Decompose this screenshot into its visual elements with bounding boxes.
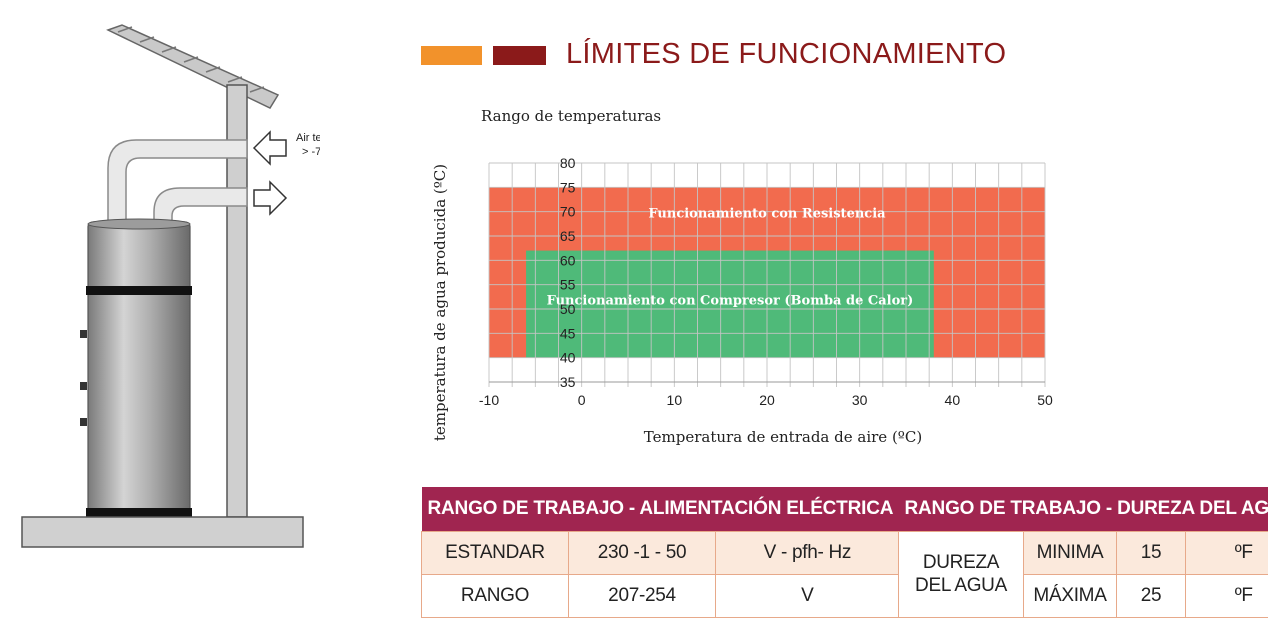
air-temp-label: Air temp. — [296, 132, 320, 144]
intake-duct — [107, 139, 248, 223]
x-tick-label: 20 — [759, 392, 775, 408]
hardness-label-cell: DUREZA DEL AGUA — [898, 531, 1024, 618]
table-row: ESTANDAR 230 -1 - 50 V - pfh- Hz — [421, 531, 900, 575]
x-tick-label: 40 — [945, 392, 961, 408]
exhaust-duct — [153, 187, 248, 223]
y-tick-label: 40 — [560, 350, 576, 366]
y-tick-label: 70 — [560, 204, 576, 220]
y-tick-label: 50 — [560, 301, 576, 317]
x-axis-label: Temperatura de entrada de aire (ºC) — [644, 428, 922, 446]
water-heater-tank — [80, 218, 192, 519]
page-title: LÍMITES DE FUNCIONAMIENTO — [566, 38, 1007, 70]
chart-caption: Rango de temperaturas — [481, 107, 662, 125]
table-cell: V - pfh- Hz — [715, 531, 900, 575]
y-tick-label: 45 — [560, 325, 576, 341]
accent-bar-red — [493, 46, 546, 65]
table-cell: 207-254 — [568, 574, 716, 618]
y-tick-label: 35 — [560, 374, 576, 390]
y-tick-label: 80 — [560, 155, 576, 171]
table-cell: ºF — [1185, 574, 1268, 618]
y-tick-label: 75 — [560, 179, 576, 195]
power-range-table: RANGO DE TRABAJO - ALIMENTACIÓN ELÉCTRIC… — [421, 487, 900, 618]
table-cell: 230 -1 - 50 — [568, 531, 716, 575]
hardness-range-table: RANGO DE TRABAJO - DUREZA DEL AGUA DUREZ… — [898, 487, 1268, 618]
hardness-table-header: RANGO DE TRABAJO - DUREZA DEL AGUA — [898, 487, 1268, 532]
region-compressor-label: Funcionamiento con Compresor (Bomba de C… — [547, 294, 914, 309]
x-tick-label: 30 — [852, 392, 868, 408]
table-cell: ESTANDAR — [421, 531, 569, 575]
table-row: DUREZA DEL AGUA MINIMA 15 ºF — [898, 531, 1268, 618]
air-in-arrow-icon — [252, 130, 287, 166]
x-tick-label: -10 — [479, 392, 499, 408]
y-tick-label: 65 — [560, 228, 576, 244]
x-tick-label: 0 — [578, 392, 586, 408]
table-cell: ºF — [1185, 531, 1268, 575]
table-row: RANGO 207-254 V — [421, 574, 900, 618]
floor — [21, 516, 304, 548]
air-temp-value: > -7ºC — [302, 146, 320, 158]
region-resistance-label: Funcionamiento con Resistencia — [648, 206, 886, 221]
table-cell: 15 — [1116, 531, 1186, 575]
operating-range-chart: 35 40 45 50 55 60 65 70 75 80 -10 0 10 20 30 40 50 Func… — [431, 155, 1053, 446]
table-row: MÁXIMA 25 ºF — [899, 574, 1268, 618]
heat-pump-illustration: Air temp. > -7ºC — [21, 24, 320, 548]
accent-bar-orange — [421, 46, 482, 65]
x-tick-label: 10 — [667, 392, 683, 408]
table-cell: MINIMA — [1023, 531, 1117, 575]
y-tick-label: 55 — [560, 277, 576, 293]
x-tick-label: 50 — [1037, 392, 1053, 408]
region-compressor — [526, 250, 934, 358]
y-axis-label: temperatura de agua producida (ºC) — [431, 164, 449, 441]
table-cell: 25 — [1116, 574, 1186, 618]
roof — [106, 24, 280, 109]
air-out-arrow-icon — [253, 180, 288, 216]
y-tick-label: 60 — [560, 252, 576, 268]
table-cell: MÁXIMA — [1023, 574, 1117, 618]
table-cell: RANGO — [421, 574, 569, 618]
table-cell: V — [715, 574, 900, 618]
power-table-header: RANGO DE TRABAJO - ALIMENTACIÓN ELÉCTRIC… — [421, 487, 900, 532]
